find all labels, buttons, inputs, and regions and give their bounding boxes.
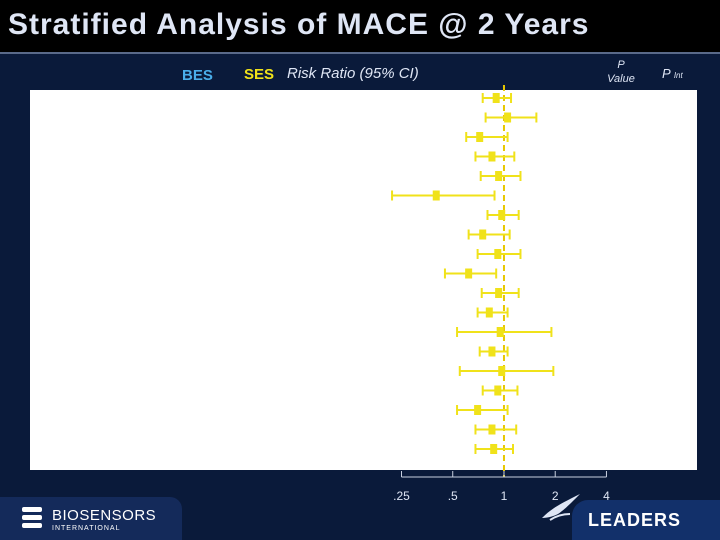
point-estimate bbox=[498, 210, 506, 220]
point-estimate bbox=[494, 249, 502, 259]
header-bes: BES bbox=[182, 67, 213, 84]
x-tick-label: 1 bbox=[501, 489, 508, 503]
header-p-int: P Int bbox=[662, 66, 683, 81]
biosensors-sub: INTERNATIONAL bbox=[52, 525, 121, 532]
point-estimate bbox=[488, 424, 496, 435]
gull-icon bbox=[542, 494, 580, 521]
header-p-value: P Value bbox=[600, 58, 642, 86]
header-p-value-line1: P bbox=[617, 59, 625, 71]
point-estimate bbox=[498, 366, 506, 376]
point-estimate bbox=[485, 307, 493, 318]
point-estimate bbox=[432, 190, 440, 201]
x-tick-label: .5 bbox=[448, 489, 458, 503]
point-estimate bbox=[474, 405, 482, 415]
point-estimate bbox=[492, 93, 500, 103]
biosensors-logo: BIOSENSORS INTERNATIONAL bbox=[0, 497, 182, 540]
point-estimate bbox=[494, 385, 502, 396]
point-estimate bbox=[504, 112, 512, 123]
table-panel bbox=[30, 90, 697, 470]
point-estimate bbox=[479, 229, 487, 240]
point-estimate bbox=[495, 171, 503, 181]
header-p-int-main: P bbox=[662, 66, 671, 81]
x-tick-label: 2 bbox=[552, 489, 559, 503]
leaders-name: LEADERS bbox=[588, 510, 682, 530]
title-bar: Stratified Analysis of MACE @ 2 Years bbox=[0, 0, 720, 54]
point-estimate bbox=[490, 444, 498, 454]
point-estimate bbox=[465, 268, 473, 279]
point-estimate bbox=[488, 151, 496, 162]
point-estimate bbox=[488, 346, 496, 357]
header-risk-ratio: Risk Ratio (95% CI) bbox=[287, 65, 419, 82]
header-p-value-line2: Value bbox=[607, 73, 635, 85]
x-tick-label: .25 bbox=[393, 489, 410, 503]
biosensors-mark-icon bbox=[22, 507, 42, 528]
leaders-logo: LEADERS bbox=[572, 500, 720, 540]
point-estimate bbox=[495, 288, 503, 298]
point-estimate bbox=[496, 327, 504, 337]
header-p-int-sub: Int bbox=[673, 71, 683, 80]
x-tick-label: 4 bbox=[603, 489, 610, 503]
point-estimate bbox=[476, 132, 484, 142]
biosensors-name: BIOSENSORS bbox=[52, 507, 157, 524]
slide-title: Stratified Analysis of MACE @ 2 Years bbox=[8, 8, 590, 41]
header-ses: SES bbox=[244, 66, 275, 83]
